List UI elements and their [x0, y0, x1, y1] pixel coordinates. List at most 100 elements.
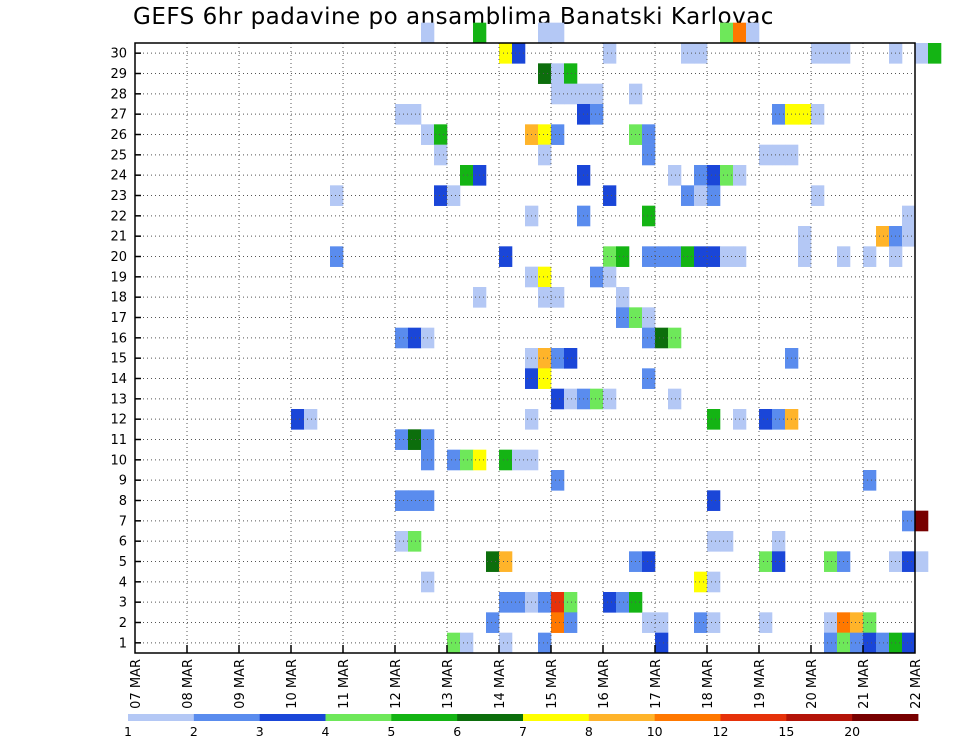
heatmap-cell [707, 490, 721, 511]
heatmap-cell [603, 246, 617, 267]
heatmap-cell [408, 490, 422, 511]
heatmap-cell [590, 388, 604, 410]
heatmap-cell [538, 592, 552, 613]
heatmap-cell [642, 246, 656, 267]
heatmap-cell [707, 612, 721, 633]
heatmap-cell [720, 531, 734, 552]
colorbar-swatch [654, 714, 721, 721]
heatmap-cell [655, 612, 669, 633]
heatmap-cell [850, 632, 864, 654]
heatmap-cell [733, 22, 747, 44]
heatmap-cell [564, 83, 578, 105]
x-tick-label: 21 MAR [857, 659, 872, 709]
heatmap-cell [694, 185, 708, 206]
heatmap-cell [538, 144, 552, 166]
colorbar-label: 2 [190, 724, 198, 739]
heatmap-cell [642, 551, 656, 572]
colorbar-label: 20 [844, 724, 860, 739]
heatmap-cell [447, 632, 461, 654]
heatmap-cell [499, 632, 513, 654]
heatmap-cell [850, 612, 864, 633]
heatmap-cell [512, 449, 526, 471]
heatmap-cells [291, 22, 942, 654]
heatmap-cell [538, 632, 552, 654]
heatmap-cell [616, 592, 630, 613]
heatmap-cell [551, 388, 565, 410]
heatmap-cell [642, 124, 656, 145]
x-tick-label: 10 MAR [285, 659, 300, 709]
heatmap-cell [551, 470, 565, 491]
heatmap-cell [642, 205, 656, 227]
heatmap-cell [590, 104, 604, 125]
chart-title: GEFS 6hr padavine po ansamblima Banatski… [133, 4, 774, 30]
colorbar-swatch [325, 714, 392, 721]
heatmap-cell [499, 551, 513, 572]
x-tick-label: 20 MAR [805, 659, 820, 709]
heatmap-cell [590, 266, 604, 288]
y-tick-label: 30 [110, 47, 127, 62]
heatmap-cell [486, 551, 500, 572]
heatmap-cell [499, 43, 513, 64]
colorbar-label: 8 [585, 724, 593, 739]
y-tick-label: 2 [119, 616, 127, 631]
heatmap-cell [811, 43, 825, 64]
heatmap-cell [707, 571, 721, 593]
heatmap-cell [694, 43, 708, 64]
heatmap-cell [603, 185, 617, 206]
y-tick-label: 12 [110, 413, 127, 428]
heatmap-cell [642, 307, 656, 328]
colorbar-swatch [588, 714, 656, 721]
heatmap-cell [486, 612, 500, 633]
colorbar-swatch [720, 714, 787, 721]
heatmap-cell [408, 104, 422, 125]
heatmap-cell [772, 104, 786, 125]
heatmap-cell [707, 531, 721, 552]
heatmap-cell [616, 307, 630, 328]
heatmap-cell [824, 551, 838, 572]
heatmap-cell [798, 104, 812, 125]
heatmap-cell [408, 429, 422, 450]
heatmap-cell [395, 429, 409, 450]
plot-frame [134, 42, 916, 654]
y-tick-label: 7 [119, 514, 127, 529]
heatmap-cell [434, 124, 448, 145]
heatmap-cell [759, 144, 773, 166]
x-tick-label: 09 MAR [233, 659, 248, 709]
heatmap-cell [499, 246, 513, 267]
heatmap-cell [538, 368, 552, 389]
heatmap-cell [915, 551, 929, 572]
heatmap-cell [642, 368, 656, 389]
heatmap-cell [642, 612, 656, 633]
y-tick-label: 10 [110, 453, 127, 468]
heatmap-cell [564, 63, 578, 84]
heatmap-cell [421, 22, 435, 44]
x-tick-label: 13 MAR [441, 659, 456, 709]
y-tick-label: 18 [110, 291, 127, 306]
heatmap-cell [720, 246, 734, 267]
colorbar-swatch [128, 714, 195, 721]
heatmap-cell [408, 327, 422, 349]
heatmap-cell [642, 144, 656, 166]
colorbar-label: 4 [322, 724, 330, 739]
heatmap-cell [603, 388, 617, 410]
x-tick-label: 18 MAR [701, 659, 716, 709]
heatmap-cell [551, 612, 565, 633]
heatmap-cell [694, 165, 708, 186]
y-tick-labels: 1234567891011121314151617181920212223242… [110, 47, 127, 652]
x-tick-labels: 07 MAR 08 MAR 09 MAR 10 MAR 11 MAR 12 MAR 13 M… [129, 659, 924, 709]
heatmap-cell [603, 266, 617, 288]
y-tick-label: 6 [119, 535, 127, 550]
heatmap-cell [551, 287, 565, 308]
colorbar-swatch [852, 714, 919, 721]
heatmap-cell [772, 409, 786, 430]
y-tick-label: 29 [110, 67, 127, 82]
colorbar-label: 1 [124, 724, 132, 739]
heatmap-cell [434, 144, 448, 166]
x-tick-label: 17 MAR [649, 659, 664, 709]
heatmap-cell [759, 612, 773, 633]
y-tick-label: 16 [110, 331, 127, 346]
heatmap-cell [694, 246, 708, 267]
heatmap-cell [603, 592, 617, 613]
colorbar: 1 2 3 4 5 6 7 8 10 12 15 20 [124, 714, 919, 739]
heatmap-cell [863, 612, 877, 633]
